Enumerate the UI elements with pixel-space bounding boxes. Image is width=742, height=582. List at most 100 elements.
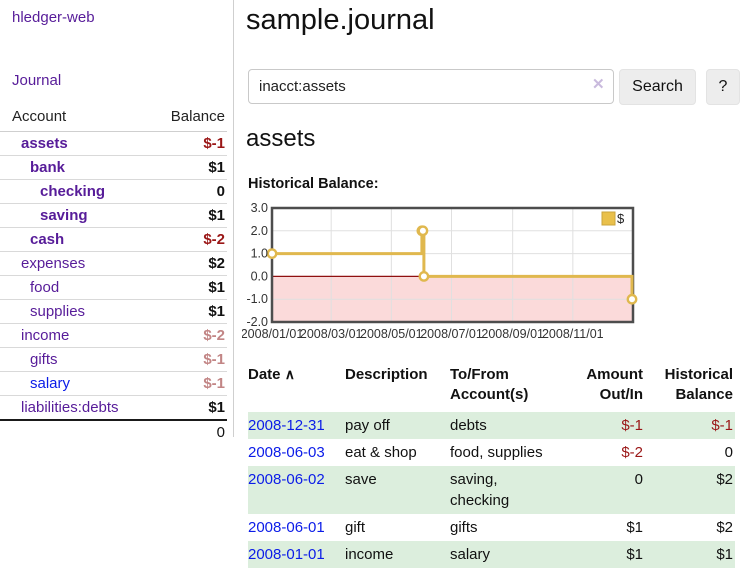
register-col-to: To/From Account(s) [450, 366, 529, 404]
account-row: checking 0 [0, 179, 227, 204]
transaction-date-link[interactable]: 2008-12-31 [248, 416, 325, 434]
register-description-cell: gift [345, 518, 366, 536]
account-row: saving $1 [0, 203, 227, 228]
account-balance: $-1 [153, 371, 227, 396]
account-link[interactable]: saving [40, 207, 88, 224]
register-date-cell: 2008-12-31 [248, 411, 345, 439]
account-cell: gifts [0, 347, 154, 372]
register-row: 2008-01-01 income salary $1 $1 [248, 540, 735, 568]
account-link[interactable]: supplies [30, 303, 86, 320]
register-header-row: Date ∧ Description To/From Account(s) Amoun… [248, 363, 735, 412]
register-table: Date ∧ Description To/From Account(s) Amoun… [248, 363, 735, 568]
accounts-total-row: 0 [0, 419, 227, 444]
accounts-table-body: assets $-1 bank $1 checking 0 saving $1 cash $-2 e… [0, 131, 227, 444]
sidebar-item-journal[interactable]: Journal [12, 72, 62, 89]
account-cell: cash [0, 227, 154, 252]
account-balance: $-1 [153, 131, 227, 156]
svg-text:2.0: 2.0 [251, 224, 268, 238]
svg-text:0.0: 0.0 [251, 269, 268, 283]
page-title: sample.journal [246, 4, 435, 36]
account-row: assets $-1 [0, 131, 227, 156]
register-row: 2008-12-31 pay off debts $-1 $-1 [248, 411, 735, 439]
account-balance: $1 [153, 299, 227, 324]
historical-balance-chart: 3.0 2.0 1.0 0.0 -1.0 -2.0 2008/01/01 2008/03/01… [241, 201, 697, 347]
register-row: 2008-06-01 gift gifts $1 $2 [248, 514, 735, 541]
register-col-date: Date ∧ [248, 366, 295, 383]
svg-text:2008/07/01: 2008/07/01 [420, 327, 483, 341]
account-balance: $1 [153, 395, 227, 421]
register-table-body: 2008-12-31 pay off debts $-1 $-1 2008-06-03 ea… [248, 411, 735, 568]
account-cell: salary [0, 371, 154, 396]
account-row: expenses $2 [0, 251, 227, 276]
account-link[interactable]: salary [30, 375, 71, 392]
register-date-cell: 2008-01-01 [248, 540, 345, 568]
register-col-amount: Amount Out/In [586, 366, 643, 404]
account-link[interactable]: gifts [30, 351, 58, 368]
account-cell: bank [0, 155, 154, 180]
transaction-date-link[interactable]: 2008-06-01 [248, 518, 325, 536]
account-cell: supplies [0, 299, 154, 324]
account-balance: $1 [153, 155, 227, 180]
account-balance: $-1 [153, 347, 227, 372]
account-link[interactable]: expenses [21, 255, 86, 272]
account-row: liabilities:debts $1 [0, 395, 227, 421]
help-button[interactable]: ? [706, 69, 740, 105]
account-row: gifts $-1 [0, 347, 227, 372]
search-button[interactable]: Search [619, 69, 696, 105]
register-amount-cell: $1 [575, 540, 645, 568]
account-link[interactable]: checking [40, 183, 106, 200]
register-row: 2008-06-03 eat & shop food, supplies $-2 0 [248, 439, 735, 466]
transaction-date-link[interactable]: 2008-01-01 [248, 545, 325, 563]
register-balance-cell: $2 [716, 518, 733, 536]
accounts-col-balance: Balance [153, 104, 227, 132]
account-link[interactable]: bank [30, 159, 66, 176]
account-row: bank $1 [0, 155, 227, 180]
register-balance-cell: 0 [724, 443, 733, 461]
register-accounts-cell: food, supplies [450, 443, 543, 461]
account-balance: $1 [153, 275, 227, 300]
svg-text:-2.0: -2.0 [246, 315, 268, 329]
app-brand-link[interactable]: hledger-web [12, 9, 95, 26]
account-link[interactable]: food [30, 279, 60, 296]
register-amount-cell: $-1 [575, 411, 645, 439]
account-cell: assets [0, 131, 154, 156]
register-description-cell: eat & shop [345, 443, 417, 461]
register-amount-cell: $-2 [621, 443, 643, 461]
account-balance: $-2 [153, 227, 227, 252]
account-balance: $2 [153, 251, 227, 276]
account-link[interactable]: income [21, 327, 70, 344]
accounts-total-value: 0 [153, 419, 227, 444]
svg-text:2008/05/01: 2008/05/01 [360, 327, 423, 341]
account-cell: liabilities:debts [0, 395, 154, 421]
sort-asc-icon[interactable]: ∧ [284, 366, 295, 382]
chart-canvas: 3.0 2.0 1.0 0.0 -1.0 -2.02008/01/012008/03/01… [241, 201, 638, 341]
accounts-table: Account Balance assets $-1 bank $1 checking 0… [0, 104, 227, 444]
svg-text:2008/03/01: 2008/03/01 [300, 327, 363, 341]
register-col-description: Description [345, 366, 428, 383]
svg-text:2008/01/01: 2008/01/01 [242, 327, 303, 341]
account-balance: $-2 [153, 323, 227, 348]
register-balance-cell: $-1 [645, 411, 735, 439]
account-cell: checking [0, 179, 154, 204]
clear-search-icon[interactable]: ✕ [592, 76, 605, 93]
account-row: food $1 [0, 275, 227, 300]
account-link[interactable]: assets [21, 135, 68, 152]
svg-text:2008/11/01: 2008/11/01 [542, 327, 604, 341]
account-balance: $1 [153, 203, 227, 228]
account-heading: assets [246, 125, 316, 152]
transaction-date-link[interactable]: 2008-06-02 [248, 470, 325, 488]
accounts-col-account: Account [0, 104, 154, 132]
register-date-cell: 2008-06-02 [248, 465, 345, 514]
account-link[interactable]: liabilities:debts [21, 399, 119, 416]
account-row: cash $-2 [0, 227, 227, 252]
chart-legend-label: $ [617, 211, 625, 226]
search-input[interactable] [248, 69, 614, 104]
register-balance-cell: $1 [645, 540, 735, 568]
account-link[interactable]: cash [30, 231, 65, 248]
register-accounts-cell: debts [450, 411, 575, 439]
svg-text:1.0: 1.0 [251, 247, 268, 261]
transaction-date-link[interactable]: 2008-06-03 [248, 443, 325, 461]
register-amount-cell: 0 [575, 465, 645, 514]
account-cell: income [0, 323, 154, 348]
register-date-cell: 2008-06-03 [248, 439, 345, 466]
